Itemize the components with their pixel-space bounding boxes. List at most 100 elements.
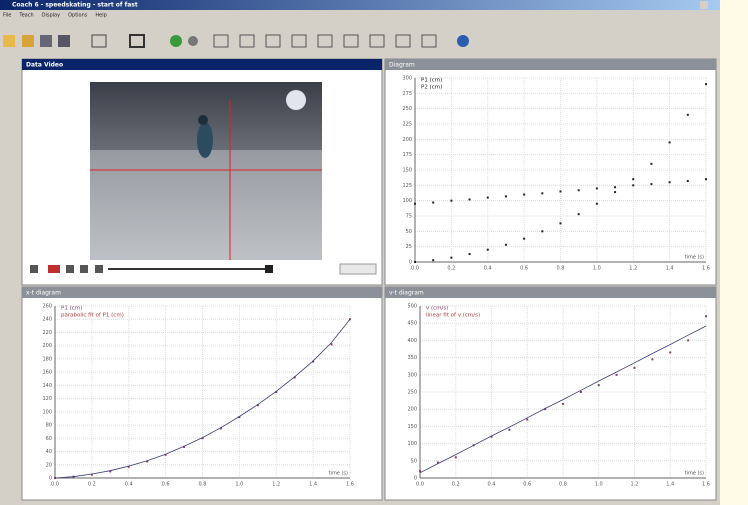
data-point [541, 230, 543, 232]
data-point [505, 195, 507, 197]
data-point [687, 339, 689, 341]
y-tick-label: 260 [42, 304, 52, 310]
data-point [450, 200, 452, 202]
data-point [705, 83, 707, 85]
data-point [616, 374, 618, 376]
x-tick-label: 0.2 [447, 266, 455, 272]
data-point [578, 189, 580, 191]
data-point [487, 249, 489, 251]
panel [385, 287, 716, 500]
y-tick-label: 75 [406, 214, 412, 220]
y-tick-label: 20 [46, 462, 52, 468]
x-tick-label: 1.6 [702, 266, 710, 272]
y-tick-label: 400 [407, 338, 417, 344]
data-point [469, 198, 471, 200]
y-tick-label: 250 [402, 106, 412, 112]
x-tick-label: 0.2 [452, 482, 460, 488]
data-point [614, 186, 616, 188]
data-point [632, 178, 634, 180]
data-point [651, 358, 653, 360]
data-point [560, 222, 562, 224]
control-button[interactable] [66, 265, 74, 273]
skater [197, 122, 213, 158]
y-tick-label: 80 [46, 423, 52, 429]
legend-entry: v (cm/s) [426, 306, 448, 312]
data-point [596, 187, 598, 189]
control-button[interactable] [80, 265, 88, 273]
close-button[interactable] [700, 1, 708, 9]
x-tick-label: 0.4 [125, 482, 133, 488]
y-tick-label: 100 [402, 198, 412, 204]
panel-title: v-t diagram [389, 290, 424, 297]
data-point [598, 384, 600, 386]
panel-header [22, 287, 382, 298]
data-point [414, 261, 416, 263]
x-tick-label: 0.8 [557, 266, 565, 272]
control-button[interactable] [95, 265, 103, 273]
menu-item[interactable]: Help [95, 13, 106, 19]
y-tick-label: 200 [402, 137, 412, 143]
help-button[interactable] [457, 35, 469, 47]
control-button[interactable] [30, 265, 38, 273]
panel-header [22, 59, 382, 70]
data-point [634, 367, 636, 369]
data-point [632, 184, 634, 186]
data-point [669, 351, 671, 353]
x-tick-label: 1.6 [346, 482, 354, 488]
x-tick-label: 0.6 [523, 482, 531, 488]
panel-title: Diagram [389, 62, 415, 69]
tool-icon[interactable] [3, 35, 15, 47]
menu-item[interactable]: File [3, 13, 11, 19]
panel-title: Data Video [26, 62, 63, 69]
app-window: Coach 6 - speedskating - start of fast F… [0, 0, 748, 505]
data-point [455, 456, 457, 458]
x-tick-label: 0.8 [559, 482, 567, 488]
data-point [414, 203, 416, 205]
data-point [562, 403, 564, 405]
tool-icon[interactable] [22, 35, 34, 47]
x-axis-label: time (s) [329, 471, 348, 477]
frame-box[interactable] [340, 264, 376, 274]
legend-entry: P1 (cm) [421, 78, 442, 84]
stop-button[interactable] [188, 36, 198, 46]
x-tick-label: 1.6 [702, 482, 710, 488]
y-tick-label: 300 [407, 372, 417, 378]
y-tick-label: 225 [402, 122, 412, 128]
light [286, 90, 306, 110]
x-tick-label: 0.0 [411, 266, 419, 272]
y-tick-label: 275 [402, 91, 412, 97]
x-tick-label: 0.8 [199, 482, 207, 488]
menu-item[interactable]: Teach [18, 13, 33, 19]
y-tick-label: 160 [42, 370, 52, 376]
menu-item[interactable]: Options [68, 13, 88, 19]
slider-thumb[interactable] [265, 265, 273, 273]
x-tick-label: 1.2 [272, 482, 280, 488]
page: {"window": {"title": "Coach 6 - speedska… [0, 0, 748, 505]
tool-icon[interactable] [40, 35, 52, 47]
menu-item[interactable]: Display [42, 13, 60, 19]
data-point [614, 191, 616, 193]
data-point [508, 429, 510, 431]
data-point [705, 178, 707, 180]
y-tick-label: 200 [42, 343, 52, 349]
y-tick-label: 140 [42, 383, 52, 389]
data-point [687, 180, 689, 182]
legend-entry: parabolic fit of P1 (cm) [61, 313, 124, 319]
data-point [523, 194, 525, 196]
y-tick-label: 150 [407, 424, 417, 430]
x-tick-label: 1.2 [631, 482, 639, 488]
data-point [705, 315, 707, 317]
y-tick-label: 450 [407, 321, 417, 327]
y-tick-label: 300 [402, 76, 412, 82]
y-tick-label: 125 [402, 183, 412, 189]
panel-header [385, 287, 716, 298]
y-tick-label: 50 [406, 229, 412, 235]
start-button[interactable] [170, 35, 182, 47]
control-button[interactable] [48, 265, 60, 273]
y-tick-label: 220 [42, 330, 52, 336]
y-tick-label: 500 [407, 304, 417, 310]
panel [385, 59, 716, 285]
data-point [541, 192, 543, 194]
y-tick-label: 100 [42, 409, 52, 415]
tool-icon[interactable] [58, 35, 70, 47]
